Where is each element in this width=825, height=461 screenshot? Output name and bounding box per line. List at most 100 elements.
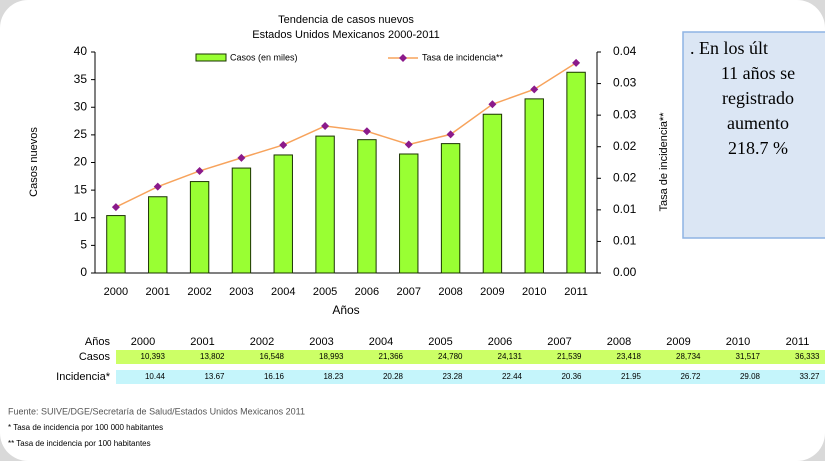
table-header: 2008 [607, 336, 631, 348]
x-tick-label: 2007 [397, 286, 421, 298]
table-cell: 23,418 [617, 352, 642, 361]
footnote: Fuente: SUIVE/DGE/Secretaría de Salud/Es… [8, 406, 305, 416]
x-tick-label: 2006 [355, 286, 379, 298]
text-box-line: 218.7 % [728, 138, 788, 158]
table-cell: 29.08 [740, 372, 761, 381]
bar [399, 153, 419, 274]
table-header: 2007 [547, 336, 571, 348]
y2-tick-label: 0.01 [613, 234, 637, 248]
y2-tick-label: 0.02 [613, 139, 637, 153]
x-tick-label: 2001 [146, 286, 170, 298]
table-header: 2002 [250, 336, 274, 348]
bar [315, 135, 335, 274]
table-header: 2004 [369, 336, 393, 348]
legend-label: Casos (en miles) [230, 52, 298, 62]
marker [446, 130, 455, 139]
y-tick-label: 5 [80, 238, 87, 252]
table-cell: 23.28 [442, 372, 463, 381]
bar [189, 181, 210, 274]
table-cell: Incidencia* [56, 371, 111, 383]
text-box-line: 11 años se [721, 63, 795, 83]
table-header: 2011 [786, 336, 810, 348]
marker [153, 182, 162, 191]
table-cell: 31,517 [736, 352, 761, 361]
text-box-line: . En los últ [690, 38, 768, 58]
table-cell: 18,993 [319, 352, 344, 361]
table-cell: Casos [79, 351, 111, 363]
x-tick-label: 2011 [564, 286, 588, 298]
table-cell: 21.95 [621, 372, 642, 381]
marker [362, 127, 371, 136]
table-cell: 16,548 [260, 352, 285, 361]
x-tick-label: 2004 [271, 286, 295, 298]
y2-tick-label: 0.03 [613, 107, 637, 121]
text-box [682, 31, 825, 239]
line [115, 62, 577, 208]
y-tick-label: 40 [74, 44, 88, 58]
y2-tick-label: 0.03 [613, 76, 637, 90]
bar [566, 71, 586, 274]
table-cell: 20.28 [383, 372, 404, 381]
legend-marker [399, 54, 407, 62]
table-cell: 16.16 [264, 372, 285, 381]
y2-axis-label: Tasa de incidencia** [658, 112, 670, 212]
table-cell: 13,802 [200, 352, 225, 361]
marker [404, 140, 413, 149]
x-tick-label: 2010 [522, 286, 546, 298]
table-cell: 24,131 [498, 352, 523, 361]
table-cell: 26.72 [680, 372, 701, 381]
table-cell: 21,366 [379, 352, 404, 361]
y2-tick-label: 0.01 [613, 202, 637, 216]
table-header: 2005 [428, 336, 452, 348]
y-tick-label: 35 [74, 72, 88, 86]
marker [237, 153, 246, 162]
y-tick-label: 20 [74, 155, 88, 169]
y-tick-label: 10 [74, 210, 88, 224]
marker [488, 100, 497, 109]
table-cell: 10,393 [141, 352, 166, 361]
table-cell: 10.44 [145, 372, 166, 381]
bar [482, 113, 503, 274]
table-header: Años [85, 336, 111, 348]
table-cell: 24,780 [438, 352, 463, 361]
marker [321, 122, 330, 131]
y2-tick-label: 0.00 [613, 265, 637, 279]
text-box-lines: . En los últ 11 años se registrado aumento 2… [690, 38, 795, 158]
marker [572, 58, 581, 67]
bar [440, 143, 461, 274]
table-cell: 20.36 [561, 372, 582, 381]
chart-title: Tendencia de casos nuevos [278, 14, 414, 26]
x-tick-label: 2002 [187, 286, 211, 298]
row-bg [116, 370, 825, 384]
table-header: 2001 [190, 336, 214, 348]
x-tick-label: 2009 [480, 286, 504, 298]
y-axis-label: Casos nuevos [28, 127, 40, 197]
footnotes: Fuente: SUIVE/DGE/Secretaría de Salud/Es… [8, 406, 305, 448]
table-cell: 28,734 [676, 352, 701, 361]
x-tick-label: 2003 [229, 286, 253, 298]
footnote: * Tasa de incidencia por 100 000 habitan… [8, 423, 163, 432]
bar [106, 215, 126, 274]
text-box-line: registrado [722, 88, 794, 108]
footnote: ** Tasa de incidencia por 100 habitantes [8, 439, 151, 448]
table-cell: 13.67 [204, 372, 225, 381]
table-header: 2006 [488, 336, 512, 348]
legend-label: Tasa de incidencia** [422, 52, 504, 62]
legend-swatch [195, 53, 227, 62]
y-tick-label: 15 [74, 182, 88, 196]
marker [530, 85, 539, 94]
table-header: 2010 [726, 336, 750, 348]
bar [524, 98, 544, 274]
x-axis-label: Años [332, 303, 359, 317]
x-tick-label: 2005 [313, 286, 337, 298]
x-tick-label: 2000 [104, 286, 128, 298]
marker [279, 140, 288, 149]
table-header: 2009 [666, 336, 690, 348]
chart-subtitle: Estados Unidos Mexicanos 2000-2011 [252, 29, 440, 41]
y2-tick-label: 0.04 [613, 44, 637, 58]
table-header: 2003 [309, 336, 333, 348]
marker [195, 166, 204, 175]
table-cell: 21,539 [557, 352, 582, 361]
marker [111, 203, 120, 212]
